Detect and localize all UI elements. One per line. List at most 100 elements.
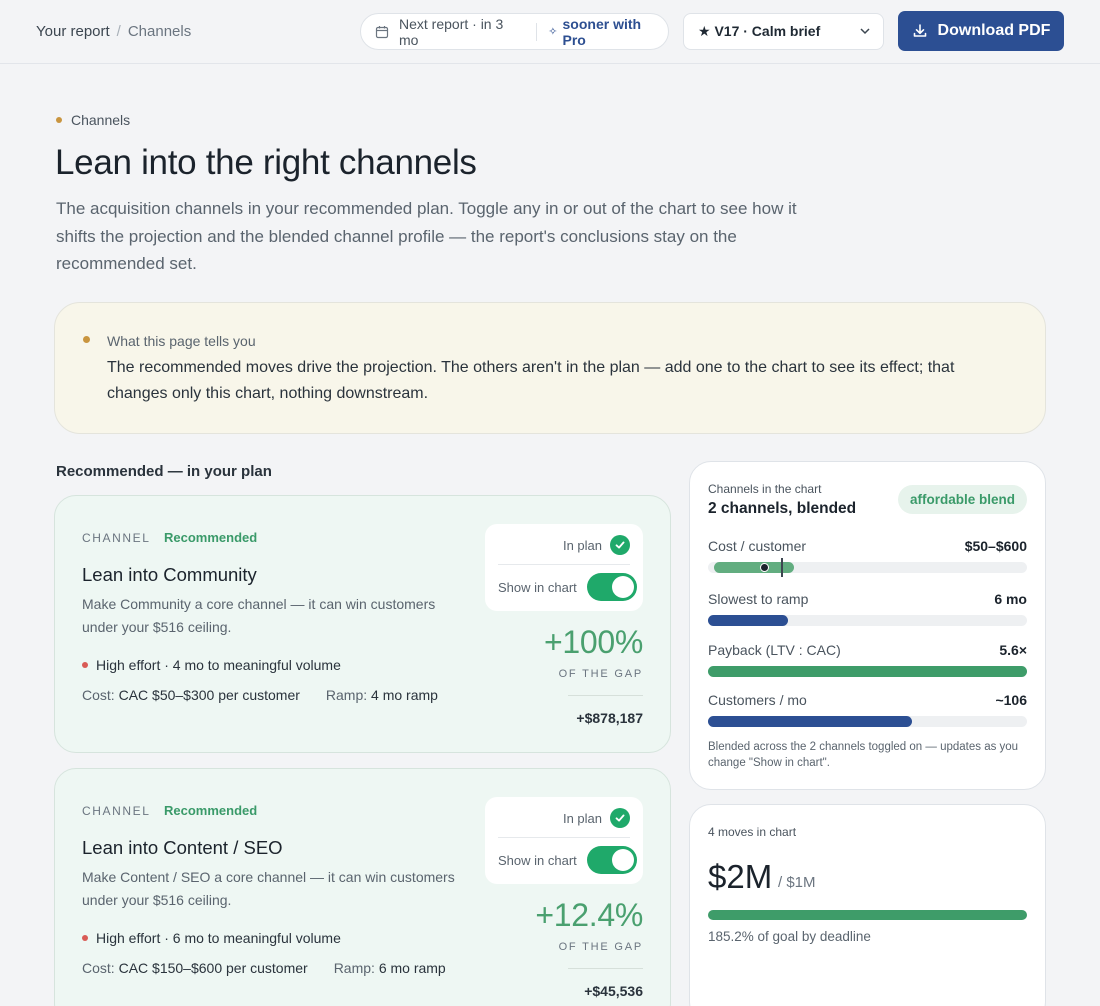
metric-fill — [708, 615, 788, 626]
chevron-down-icon — [860, 28, 870, 35]
show-in-chart-toggle[interactable] — [586, 573, 637, 601]
show-in-chart-row: Show in chart — [498, 846, 637, 874]
download-pdf-button[interactable]: Download PDF — [898, 11, 1064, 51]
effort-text: High effort · 4 mo to meaningful volume — [96, 657, 341, 673]
show-in-chart-label: Show in chart — [498, 852, 577, 868]
metric-track — [708, 615, 1027, 626]
goal-value: / $1M — [778, 874, 816, 891]
breadcrumb-root[interactable]: Your report — [36, 23, 110, 40]
effort-dot — [82, 662, 88, 668]
plan-toggle-box: In plan Show in chart — [485, 524, 643, 611]
calendar-icon — [375, 25, 389, 39]
check-icon — [610, 535, 630, 555]
metric-label: Cost / customer — [708, 538, 807, 554]
cost-range-track — [708, 558, 1027, 577]
section-eyebrow: Channels — [56, 112, 130, 128]
cost-key: Cost: — [82, 687, 115, 703]
effort-dot — [82, 935, 88, 941]
page-description: The acquisition channels in your recomme… — [56, 199, 797, 273]
affordable-blend-badge: affordable blend — [897, 485, 1027, 514]
impact-divider — [568, 695, 643, 696]
next-report-text: Next report · in 3 mo — [399, 15, 504, 48]
impact-divider — [568, 968, 643, 969]
gap-impact-value: +12.4% — [535, 897, 643, 933]
blend-note: Blended across the 2 channels toggled on… — [708, 741, 1019, 769]
ramp-value: 4 mo ramp — [371, 687, 438, 703]
callout-dot — [83, 336, 90, 343]
recommended-tag: Recommended — [164, 803, 258, 818]
callout-body: The recommended moves drive the projecti… — [107, 359, 955, 402]
breadcrumb: Your report / Channels — [36, 23, 191, 40]
show-in-chart-toggle[interactable] — [586, 846, 637, 874]
recommended-tag: Recommended — [164, 530, 258, 545]
in-plan-status: In plan — [563, 535, 630, 555]
cost-range-fill — [714, 562, 795, 573]
toggle-knob — [611, 576, 634, 598]
download-icon — [913, 24, 926, 37]
goal-panel-label: 4 moves in chart — [708, 825, 797, 839]
ramp-key: Ramp: — [325, 687, 368, 703]
cost-value: CAC $150–$600 per customer — [118, 960, 308, 976]
ceiling-line — [781, 558, 783, 577]
check-icon — [610, 808, 630, 828]
metric-track — [708, 716, 1027, 727]
ramp-key: Ramp: — [333, 960, 375, 976]
metric-track — [708, 666, 1027, 677]
dollar-impact: +$45,536 — [584, 983, 643, 999]
toggle-knob — [611, 849, 634, 871]
next-report-pill[interactable]: Next report · in 3 mo ✧ sooner with Pro — [360, 13, 669, 50]
ramp-value: 6 mo ramp — [378, 960, 446, 976]
breadcrumb-separator: / — [116, 23, 121, 40]
upgrade-pro-link[interactable]: ✧ sooner with Pro — [548, 16, 668, 48]
cost-ramp-line: Cost: CAC $50–$300 per customer Ramp: 4 m… — [82, 687, 438, 703]
channel-title: Lean into Content / SEO — [82, 837, 283, 858]
metric-value: 6 mo — [994, 591, 1027, 607]
cost-key: Cost: — [82, 960, 115, 976]
in-plan-status: In plan — [563, 808, 630, 828]
channel-description: Make Content / SEO a core channel — it c… — [82, 869, 455, 908]
metric-label: Customers / mo — [708, 692, 807, 708]
in-plan-label: In plan — [562, 537, 602, 553]
projected-value: $2M — [708, 858, 773, 895]
goal-progress-track — [708, 910, 1027, 920]
effort-text: High effort · 6 mo to meaningful volume — [96, 930, 341, 946]
channel-card-content-seo: CHANNEL Recommended Lean into Content / … — [54, 768, 671, 1006]
download-pdf-label: Download PDF — [937, 22, 1051, 39]
eyebrow-dot — [56, 117, 62, 123]
show-in-chart-label: Show in chart — [498, 579, 577, 595]
channel-description: Make Community a core channel — it can w… — [82, 596, 436, 635]
cost-value: CAC $50–$300 per customer — [118, 687, 300, 703]
metric-label: Payback (LTV : CAC) — [708, 642, 841, 658]
goal-progress-panel: 4 moves in chart $2M / $1M 185.2% of goa… — [689, 804, 1046, 1006]
goal-progress-fill — [708, 910, 1027, 920]
version-select[interactable]: ★ V17 · Calm brief — [683, 13, 884, 50]
channel-card-community: CHANNEL Recommended Lean into Community … — [54, 495, 671, 753]
metric-fill — [708, 716, 913, 727]
eyebrow-label: Channels — [71, 112, 131, 128]
show-in-chart-row: Show in chart — [498, 573, 637, 601]
metric-fill — [708, 666, 1027, 677]
metric-value: ~106 — [995, 692, 1027, 708]
goal-note: 185.2% of goal by deadline — [708, 929, 871, 944]
blend-panel-title: 2 channels, blended — [708, 500, 857, 517]
plan-toggle-box: In plan Show in chart — [485, 797, 643, 884]
metric-value: 5.6× — [999, 642, 1027, 658]
pill-divider — [536, 22, 538, 41]
page-title: Lean into the right channels — [55, 143, 477, 182]
sparkle-icon: ✧ — [548, 26, 558, 38]
cost-marker-dot — [760, 562, 770, 572]
effort-line: High effort · 4 mo to meaningful volume — [82, 657, 341, 673]
card-kicker: CHANNEL — [82, 804, 151, 818]
gap-impact-label: OF THE GAP — [558, 941, 643, 953]
channel-title: Lean into Community — [82, 564, 257, 585]
blend-panel-label: Channels in the chart — [708, 482, 822, 496]
breadcrumb-current: Channels — [127, 23, 192, 40]
card-kicker: CHANNEL — [82, 531, 151, 545]
gap-impact-label: OF THE GAP — [558, 668, 643, 680]
cost-ramp-line: Cost: CAC $150–$600 per customer Ramp: 6 … — [82, 960, 446, 976]
section-heading: Recommended — in your plan — [56, 463, 272, 480]
metric-label: Slowest to ramp — [708, 591, 809, 607]
in-plan-label: In plan — [562, 810, 602, 826]
gap-impact-value: +100% — [543, 624, 643, 660]
info-callout: What this page tells you The recommended… — [54, 302, 1046, 434]
